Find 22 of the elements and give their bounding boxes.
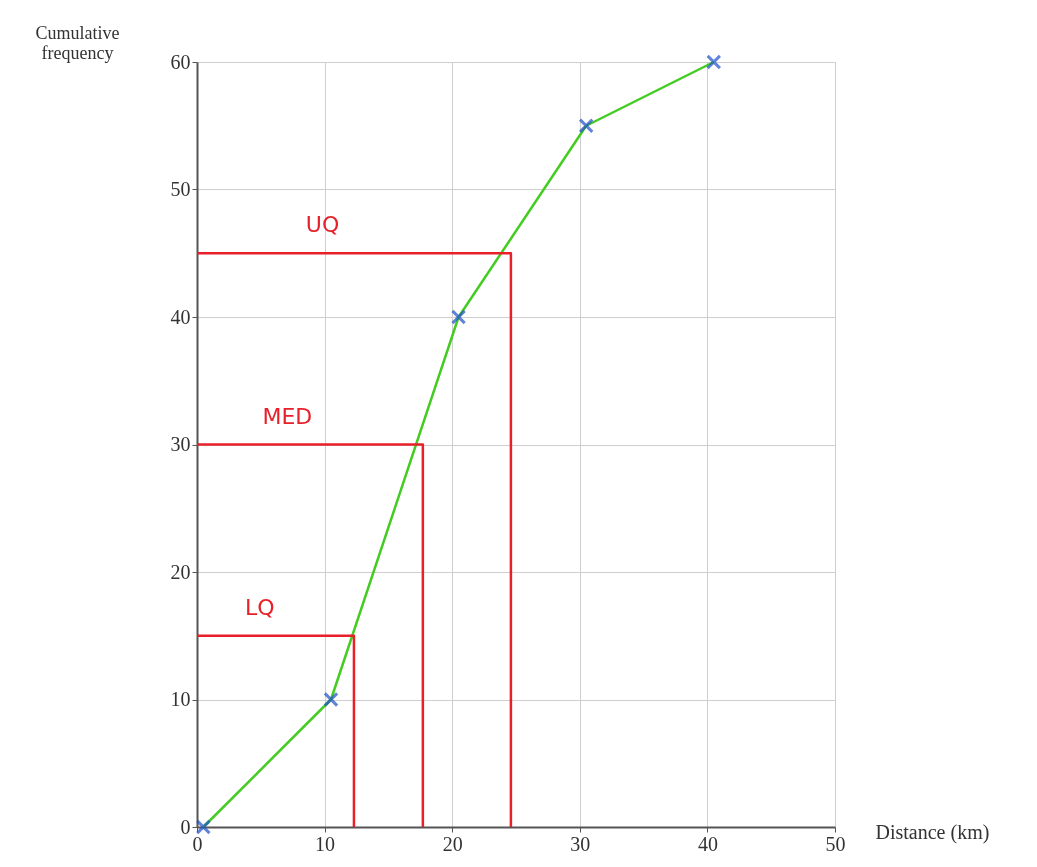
y-tick-label: 60 — [170, 50, 191, 73]
point — [706, 54, 722, 70]
y-tick-label: 30 — [170, 433, 191, 455]
point — [323, 691, 339, 708]
x-tick-label: 20 — [442, 832, 463, 855]
y-tick-label: 20 — [170, 560, 191, 583]
annotation: UQ — [305, 212, 340, 238]
point — [450, 309, 467, 325]
annotation: MED — [262, 403, 313, 429]
y-tick-label: 0 — [180, 815, 191, 838]
x-tick-label: 30 — [570, 832, 591, 855]
point — [578, 118, 594, 134]
point — [195, 819, 211, 835]
x-axis-title: Distance (km) — [875, 820, 990, 844]
annotation: LQ — [244, 594, 275, 620]
y-tick-label: 40 — [170, 305, 191, 328]
y-tick-label: 50 — [170, 178, 191, 200]
x-tick-label: 40 — [697, 832, 718, 855]
y-tick-label: 10 — [170, 688, 191, 710]
x-tick-label: 10 — [315, 832, 336, 855]
y-axis-title: Cumulative frequency — [35, 22, 120, 63]
x-tick-label: 50 — [825, 832, 846, 855]
